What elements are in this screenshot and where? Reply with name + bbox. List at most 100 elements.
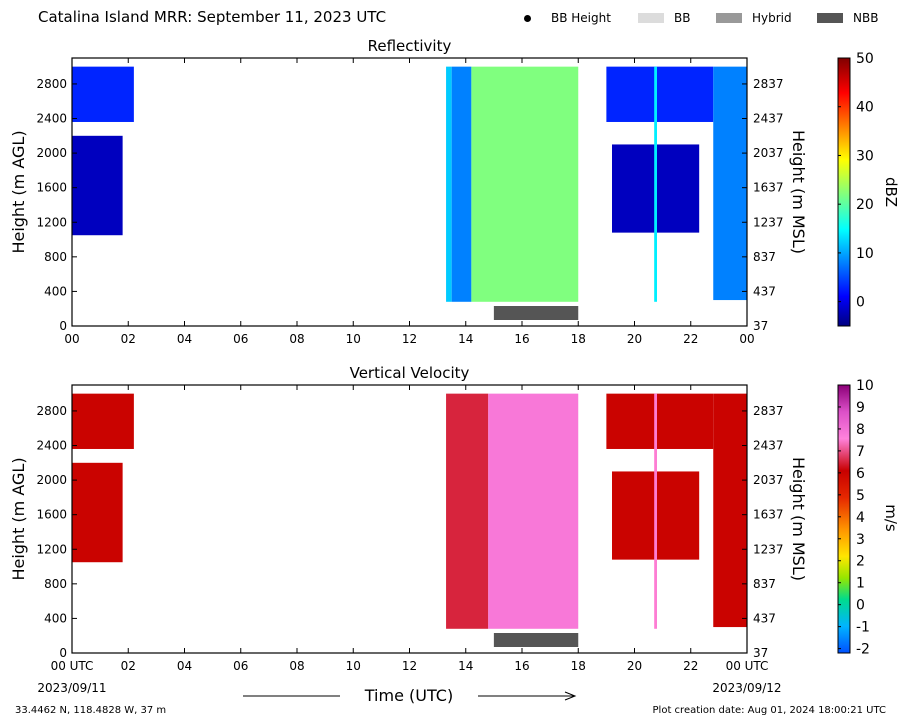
y-tick-label: 1200 — [36, 215, 67, 229]
panel-title: Reflectivity — [368, 37, 452, 55]
arrow-right-icon — [564, 691, 577, 701]
echo-region — [488, 393, 579, 629]
x-tick-label: 06 — [233, 659, 248, 673]
y-tick-label: 2000 — [36, 146, 67, 160]
colorbar-tick-label: 10 — [856, 246, 874, 262]
y-tick-label: 0 — [59, 319, 67, 333]
x-axis-label: Time (UTC) — [364, 686, 453, 705]
x-tick-label: 14 — [458, 659, 473, 673]
colorbar-tick-label: 2 — [856, 554, 865, 570]
y-tick-label-right: 437 — [753, 284, 776, 298]
y-tick-label-right: 37 — [753, 646, 768, 660]
y-tick-label: 800 — [44, 250, 67, 264]
y-tick-label: 2800 — [36, 404, 67, 418]
colorbar-tick-label: 0 — [856, 295, 865, 311]
x-tick-label: 08 — [289, 659, 304, 673]
hybrid-swatch-icon — [716, 13, 742, 23]
x-tick-label: 10 — [346, 659, 361, 673]
colorbar-tick-label: 10 — [856, 378, 874, 394]
y-tick-label: 1200 — [36, 542, 67, 556]
colorbar-tick-label: 20 — [856, 197, 874, 213]
x-tick-label: 10 — [346, 332, 361, 346]
x-tick-label: 14 — [458, 332, 473, 346]
x-tick-label: 02 — [121, 659, 136, 673]
start-date-label: 2023/09/11 — [37, 681, 106, 695]
x-tick-label: 08 — [289, 332, 304, 346]
x-tick-label: 16 — [514, 332, 529, 346]
echo-region — [72, 66, 134, 122]
colorbar-tick-label: 6 — [856, 466, 865, 482]
bb-height-marker-icon — [524, 14, 531, 22]
y-tick-label: 0 — [59, 646, 67, 660]
x-tick-label: 00 — [739, 332, 754, 346]
echo-region — [471, 66, 579, 302]
end-date-label: 2023/09/12 — [712, 681, 781, 695]
y-tick-label: 1600 — [36, 181, 67, 195]
colorbar-tick-label: -1 — [856, 620, 870, 636]
y-tick-label-right: 1237 — [753, 215, 784, 229]
y-tick-label-right: 2837 — [753, 404, 784, 418]
echo-region — [654, 66, 657, 302]
colorbar-tick-label: 3 — [856, 532, 865, 548]
y-tick-label: 800 — [44, 577, 67, 591]
x-tick-label: 02 — [121, 332, 136, 346]
y-tick-label: 2800 — [36, 77, 67, 91]
colorbar — [837, 384, 851, 654]
x-tick-label: 00 UTC — [51, 659, 94, 673]
echo-region — [72, 135, 123, 236]
x-tick-label: 12 — [402, 659, 417, 673]
y-tick-label: 2400 — [36, 112, 67, 126]
legend-item-nbb: NBB — [817, 11, 878, 25]
y-tick-label-right: 2037 — [753, 473, 784, 487]
echo-region — [451, 66, 472, 302]
legend-item-hybrid: Hybrid — [716, 11, 792, 25]
y-tick-label-right: 2037 — [753, 146, 784, 160]
x-tick-label: 22 — [683, 332, 698, 346]
nbb-swatch-icon — [817, 13, 843, 23]
colorbar-tick-label: 7 — [856, 444, 865, 460]
x-tick-label: 06 — [233, 332, 248, 346]
plot-creation-date: Plot creation date: Aug 01, 2024 18:00:2… — [652, 705, 886, 716]
y-tick-label-right: 1637 — [753, 181, 784, 195]
legend-label: Hybrid — [752, 11, 792, 25]
echo-region — [72, 462, 123, 563]
page-title: Catalina Island MRR: September 11, 2023 … — [38, 8, 387, 26]
y-tick-label-right: 2837 — [753, 77, 784, 91]
echo-region — [606, 66, 714, 122]
y-tick-label-right: 437 — [753, 611, 776, 625]
y-tick-label: 1600 — [36, 508, 67, 522]
panel-title: Vertical Velocity — [350, 364, 470, 382]
x-tick-label: 04 — [177, 659, 192, 673]
colorbar-tick-label: 30 — [856, 148, 874, 164]
legend-item-bb-height: BB Height — [524, 11, 611, 25]
colorbar-label: m/s — [882, 504, 900, 532]
x-tick-label: 16 — [514, 659, 529, 673]
colorbar-tick-label: 9 — [856, 400, 865, 416]
y-tick-label-right: 37 — [753, 319, 768, 333]
x-tick-label: 00 — [64, 332, 79, 346]
y-tick-label-right: 2437 — [753, 439, 784, 453]
y-tick-label: 2400 — [36, 439, 67, 453]
echo-region — [654, 393, 657, 629]
nbb-period-bar — [493, 306, 579, 320]
y-axis-label: Height (m AGL) — [9, 130, 28, 253]
y-tick-label: 400 — [44, 284, 67, 298]
x-tick-label: 18 — [571, 659, 586, 673]
colorbar — [837, 57, 851, 327]
site-coordinates: 33.4462 N, 118.4828 W, 37 m — [15, 705, 167, 716]
colorbar-label: dBZ — [882, 177, 900, 207]
echo-region — [446, 66, 452, 302]
legend-label: NBB — [853, 11, 879, 25]
x-tick-label: 22 — [683, 659, 698, 673]
x-tick-label: 20 — [627, 332, 642, 346]
y-axis-label: Height (m AGL) — [9, 457, 28, 580]
y-tick-label-right: 2437 — [753, 112, 784, 126]
echo-region — [606, 393, 714, 449]
legend-item-bb: BB — [638, 11, 690, 25]
colorbar-tick-label: 50 — [856, 51, 874, 67]
y-tick-label-right: 837 — [753, 250, 776, 264]
y-tick-label-right: 1237 — [753, 542, 784, 556]
x-tick-label: 04 — [177, 332, 192, 346]
echo-region — [713, 393, 747, 628]
